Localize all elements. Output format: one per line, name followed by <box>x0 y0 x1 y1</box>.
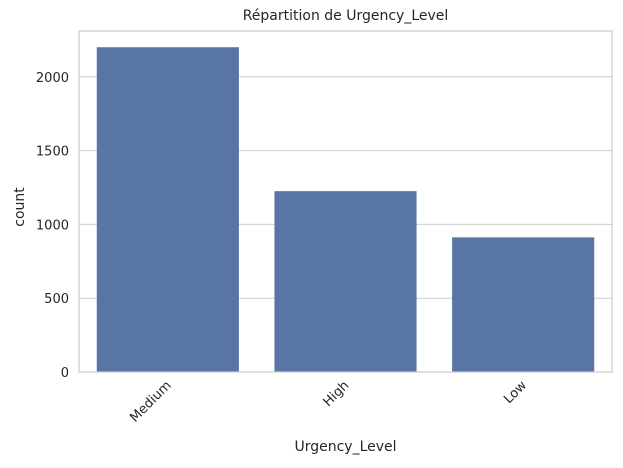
y-tick-label: 500 <box>44 292 69 307</box>
y-tick-label: 1000 <box>36 218 69 233</box>
y-tick-label: 1500 <box>36 145 69 160</box>
x-tick-label: Medium <box>127 378 174 425</box>
x-tick-labels: Medium High Low <box>127 378 530 426</box>
y-tick-label: 2000 <box>36 71 69 86</box>
y-axis-label: count <box>12 187 28 227</box>
x-tick-label: Low <box>501 378 530 407</box>
y-tick-label: 0 <box>61 366 69 381</box>
bar-high <box>274 191 417 372</box>
bars <box>96 47 595 372</box>
plot-area-frame <box>78 30 613 373</box>
chart-title: Répartition de Urgency_Level <box>243 8 449 24</box>
x-axis-label: Urgency_Level <box>294 439 396 455</box>
y-tick-labels: 0 500 1000 1500 2000 <box>36 71 69 381</box>
bar-medium <box>96 47 239 372</box>
bar-low <box>452 237 595 372</box>
x-tick-label: High <box>321 378 353 410</box>
